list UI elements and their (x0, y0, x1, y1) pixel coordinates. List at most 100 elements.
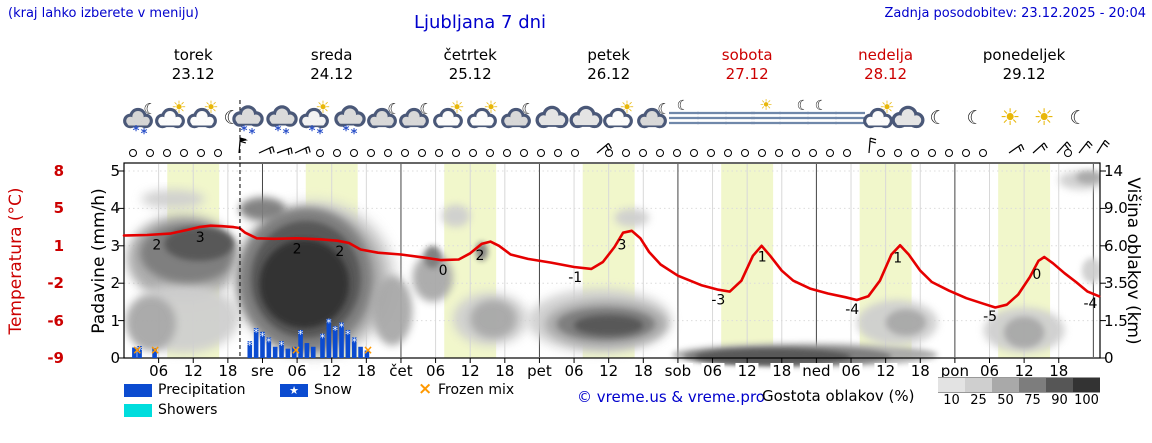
wind-calm-icon (690, 149, 698, 157)
wind-calm-icon (146, 149, 154, 157)
day-name: sobota (721, 46, 773, 64)
cloud-height-tick-label: 1.5 (1104, 311, 1128, 330)
precipitation-bar (358, 346, 363, 358)
wind-calm-icon (775, 149, 783, 157)
wind-calm-icon (656, 149, 664, 157)
cloud-region (1003, 316, 1045, 349)
moon-icon: ☾ (677, 98, 690, 114)
moon-icon: ☾ (815, 98, 828, 114)
cloud-region (695, 349, 852, 365)
wind-calm-icon (877, 149, 885, 157)
wind-barb (258, 146, 275, 155)
temperature-value-label: -4 (845, 302, 859, 318)
wind-barb (868, 137, 877, 154)
snow-star-marker: * (137, 344, 143, 357)
wind-barb (596, 142, 613, 154)
wind-calm-icon (945, 149, 953, 157)
last-update-label: Zadnja posodobitev: 23.12.2025 - 20:04 (884, 6, 1146, 21)
wind-calm-icon (129, 149, 137, 157)
wind-calm-icon (979, 149, 987, 157)
precipitation-tick-label: 1 (110, 311, 120, 330)
wind-calm-icon (911, 149, 919, 157)
wind-calm-icon (197, 149, 205, 157)
wind-calm-icon (639, 149, 647, 157)
wind-calm-icon (367, 149, 375, 157)
precipitation-tick-label: 5 (110, 162, 120, 180)
cloud-density-label: Gostota oblakov (%) (762, 387, 915, 405)
cloud-region (239, 197, 286, 221)
temperature-value-label: 2 (152, 237, 161, 253)
temperature-value-label: -3 (711, 293, 725, 309)
wind-calm-icon (180, 149, 188, 157)
x-hour-label: 18 (354, 362, 378, 380)
wind-calm-icon (673, 149, 681, 157)
moon-fog-icon: ☾ (669, 98, 699, 125)
wind-calm-icon (741, 149, 749, 157)
wind-calm-icon (333, 149, 341, 157)
day-name: četrtek (443, 46, 497, 64)
temperature-value-label: 1 (758, 249, 767, 265)
temperature-value-label: -1 (568, 270, 582, 286)
precipitation-bar (310, 346, 316, 358)
x-hour-label: 06 (977, 362, 1002, 380)
day-header-ponedeljek: ponedeljek 29.12 (954, 46, 1094, 84)
wind-calm-icon (554, 149, 562, 157)
wind-barb (294, 146, 311, 155)
precipitation-bar (320, 333, 325, 358)
day-header-nedelja: nedelja 28.12 (816, 46, 956, 84)
temperature-tick-label: -2 (47, 274, 64, 293)
snow-star-marker: * (279, 339, 285, 352)
cloud-region (126, 296, 176, 351)
cloud-region (141, 189, 205, 209)
moon-icon: ☾ (657, 100, 670, 118)
legend-swatch (124, 384, 152, 397)
temperature-tick-label: -6 (47, 311, 64, 330)
day-header-torek: torek 23.12 (123, 46, 263, 84)
legend-label: Showers (158, 402, 218, 418)
wind-calm-icon (214, 149, 222, 157)
wind-calm-icon (384, 149, 392, 157)
x-day-label: sre (249, 362, 276, 380)
fog-icon (725, 111, 755, 125)
day-date: 24.12 (310, 65, 354, 83)
snow-star-marker: * (351, 335, 357, 348)
cloud-density-swatch (938, 377, 965, 393)
cloud-region (470, 300, 517, 339)
temperature-value-label: -5 (983, 309, 997, 325)
x-hour-label: 06 (700, 362, 725, 380)
moon-icon: ☾ (929, 107, 946, 129)
precipitation-bar (304, 343, 310, 358)
temperature-tick-label: 1 (53, 236, 64, 255)
snow-icon: * (309, 124, 316, 139)
cloud-moon-icon: ☾ (501, 100, 535, 129)
wind-barb (1008, 143, 1025, 154)
temperature-axis-label: Temperatura (°C) (6, 187, 26, 335)
temperature-value-label: 2 (335, 244, 344, 260)
moon-icon: ☾ (966, 107, 983, 129)
day-name: petek (587, 46, 630, 64)
cloud-snow-icon: * * (334, 105, 366, 142)
cloud-density-tick: 25 (970, 393, 987, 408)
snow-icon: * (141, 127, 148, 142)
cloud-height-tick-label: 14 (1104, 162, 1124, 180)
x-hour-label: 06 (285, 362, 309, 380)
precipitation-bar (279, 341, 284, 358)
cloud-density-tick: 90 (1051, 393, 1068, 408)
cloud-region (424, 245, 442, 269)
precipitation-bar (266, 337, 272, 358)
copyright-link[interactable]: © vreme.us & vreme.pro (577, 388, 765, 406)
cloud-density-swatch (1019, 377, 1046, 393)
temperature-value-label: 3 (196, 230, 205, 246)
precipitation-tick-label: 4 (110, 199, 120, 218)
wind-calm-icon (809, 149, 817, 157)
snow-star-marker: * (326, 317, 332, 330)
wind-calm-icon (605, 149, 613, 157)
cloud-height-tick-label: 0 (1104, 349, 1114, 367)
moon-icon: ☾ (929, 107, 946, 129)
precipitation-bar (137, 346, 142, 358)
wind-calm-icon (350, 149, 358, 157)
wind-calm-icon (435, 149, 443, 157)
day-header-petek: petek 26.12 (539, 46, 679, 84)
wind-barb (1056, 141, 1072, 154)
